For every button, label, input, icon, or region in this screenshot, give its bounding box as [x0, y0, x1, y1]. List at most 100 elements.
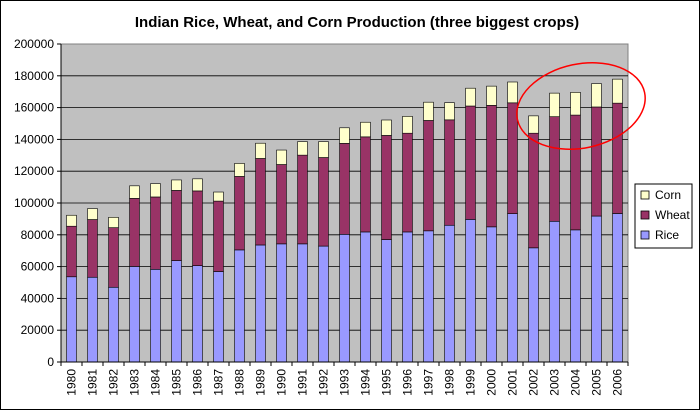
- bar-wheat-1990: [276, 164, 287, 245]
- bar-wheat-2000: [486, 105, 497, 228]
- bar-wheat-2002: [528, 132, 539, 249]
- bar-corn-1991: [297, 141, 308, 156]
- x-tick-label: 1981: [86, 369, 100, 396]
- bar-wheat-1982: [108, 227, 119, 288]
- x-tick-label: 2005: [590, 369, 604, 396]
- bar-wheat-1981: [87, 219, 98, 278]
- bar-wheat-1995: [381, 135, 392, 240]
- bar-corn-1982: [108, 217, 119, 228]
- x-tick-label: 1994: [359, 369, 373, 396]
- y-tick-label: 60000: [21, 260, 55, 274]
- x-tick-label: 1993: [338, 369, 352, 396]
- x-tick-label: 1989: [254, 369, 268, 396]
- legend: Corn Wheat Rice: [634, 183, 693, 249]
- bar-corn-2001: [507, 81, 518, 104]
- x-tick-label: 1991: [296, 369, 310, 396]
- bar-rice-1989: [255, 244, 266, 363]
- y-tick-label: 180000: [14, 69, 54, 83]
- bar-rice-2006: [612, 213, 623, 363]
- bar-wheat-2006: [612, 102, 623, 214]
- bar-wheat-1984: [150, 196, 161, 270]
- x-axis: 1980 1981 1982 1983 1984 1985 1986 1987 1988 1989…: [60, 361, 629, 396]
- bar-rice-2002: [528, 247, 539, 363]
- bar-rice-2000: [486, 226, 497, 363]
- bar-wheat-1983: [129, 198, 140, 267]
- bar-wheat-1980: [66, 225, 77, 278]
- bar-wheat-1996: [402, 132, 413, 233]
- bar-corn-2000: [486, 85, 497, 106]
- bar-wheat-2003: [549, 116, 560, 222]
- y-tick-label: 200000: [14, 37, 54, 51]
- y-tick-label: 100000: [14, 196, 54, 210]
- bar-wheat-1991: [297, 154, 308, 245]
- bar-corn-2004: [570, 92, 581, 116]
- bar-corn-1990: [276, 149, 287, 165]
- x-tick-label: 1987: [212, 369, 226, 396]
- bar-corn-1989: [255, 142, 266, 159]
- bar-rice-2001: [507, 213, 518, 363]
- bar-rice-1997: [423, 230, 434, 363]
- x-tick-label: 2004: [569, 369, 583, 396]
- legend-swatch-corn: [640, 190, 650, 200]
- bar-wheat-2001: [507, 102, 518, 214]
- bar-rice-1987: [213, 271, 224, 363]
- bar-rice-1991: [297, 243, 308, 363]
- x-tick-label: 1980: [65, 369, 79, 396]
- highlight-ellipse: [516, 62, 646, 150]
- bar-rice-2003: [549, 220, 560, 363]
- bar-wheat-1998: [444, 119, 455, 226]
- bar-rice-1992: [318, 245, 329, 363]
- y-tick-label: 0: [47, 355, 54, 369]
- bar-corn-2006: [612, 78, 623, 104]
- bar-corn-1988: [234, 163, 245, 177]
- bar-rice-1986: [192, 265, 203, 363]
- bar-wheat-1997: [423, 120, 434, 232]
- bar-rice-1996: [402, 231, 413, 363]
- bar-rice-1995: [381, 239, 392, 363]
- bar-rice-1994: [360, 231, 371, 363]
- y-tick-label: 20000: [21, 323, 55, 337]
- bar-wheat-1994: [360, 136, 371, 233]
- bar-corn-1985: [171, 179, 182, 191]
- bar-corn-1996: [402, 116, 413, 134]
- bar-corn-2005: [591, 83, 602, 108]
- y-tick-label: 120000: [14, 164, 54, 178]
- bar-rice-1985: [171, 260, 182, 363]
- legend-label-rice: Rice: [655, 228, 679, 242]
- legend-swatch-wheat: [640, 210, 650, 220]
- bar-corn-2003: [549, 92, 560, 117]
- bar-wheat-1986: [192, 190, 203, 266]
- x-tick-label: 1998: [443, 369, 457, 396]
- x-tick-label: 1996: [401, 369, 415, 396]
- bar-series: [66, 78, 623, 363]
- bar-wheat-1992: [318, 157, 329, 247]
- y-tick-label: 140000: [14, 132, 54, 146]
- x-tick-label: 2000: [485, 369, 499, 396]
- bar-rice-1984: [150, 269, 161, 363]
- y-tick-label: 160000: [14, 101, 54, 115]
- bar-rice-1993: [339, 234, 350, 363]
- bar-wheat-1993: [339, 143, 350, 235]
- x-tick-label: 2003: [548, 369, 562, 396]
- bar-rice-1998: [444, 224, 455, 363]
- x-tick-label: 1999: [464, 369, 478, 396]
- bar-corn-1980: [66, 214, 77, 227]
- x-tick-label: 1985: [170, 369, 184, 396]
- x-tick-label: 1995: [380, 369, 394, 396]
- bar-rice-1983: [129, 266, 140, 363]
- bar-rice-2004: [570, 229, 581, 363]
- x-tick-label: 1997: [422, 369, 436, 396]
- bar-wheat-1989: [255, 158, 266, 246]
- bar-wheat-1999: [465, 105, 476, 220]
- x-tick-label: 2002: [527, 369, 541, 396]
- x-tick-label: 1988: [233, 369, 247, 396]
- x-tick-label: 1984: [149, 369, 163, 396]
- bar-corn-1986: [192, 178, 203, 192]
- bar-rice-1981: [87, 276, 98, 363]
- bar-wheat-1985: [171, 190, 182, 261]
- bar-rice-1980: [66, 276, 77, 363]
- bar-wheat-2005: [591, 106, 602, 217]
- bar-corn-1998: [444, 102, 455, 121]
- bar-corn-2002: [528, 115, 539, 134]
